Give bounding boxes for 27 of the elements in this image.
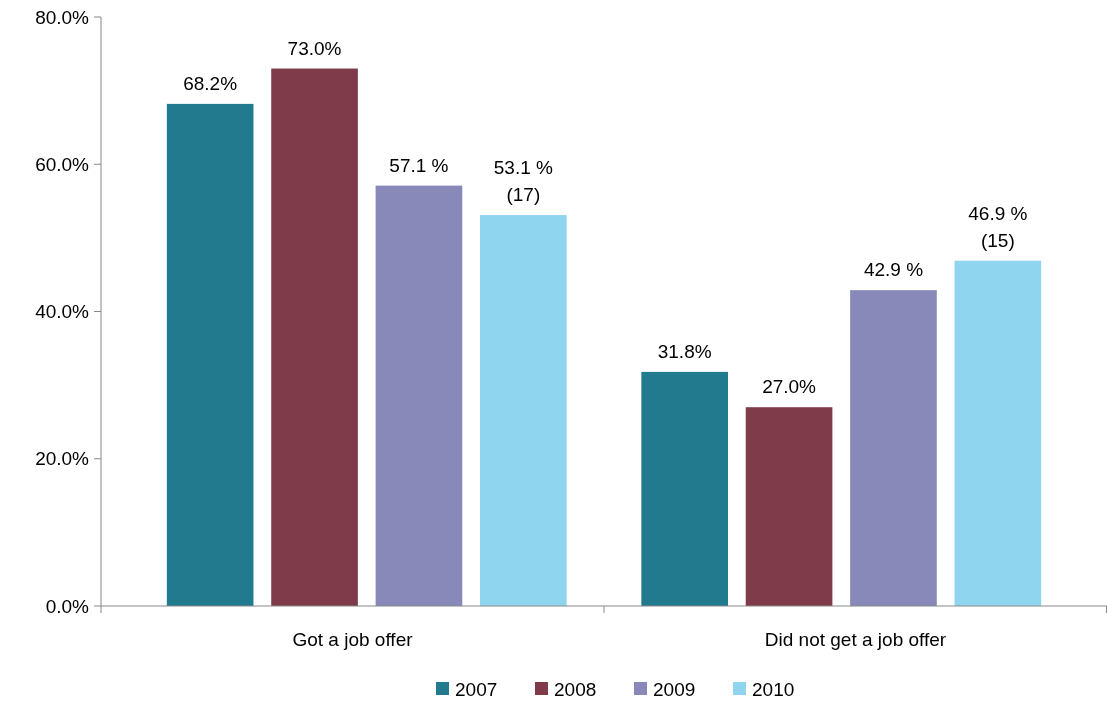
data-label: 42.9 % xyxy=(863,259,924,281)
bar xyxy=(271,68,358,606)
legend-label: 2007 xyxy=(455,679,498,700)
bar xyxy=(745,407,833,606)
data-label: 27.0% xyxy=(762,376,817,398)
y-tick-label: 20.0% xyxy=(35,448,90,470)
data-label: 57.1 % xyxy=(389,154,449,176)
bar xyxy=(166,103,254,606)
data-label: 31.8% xyxy=(657,340,712,362)
y-tick-label: 80.0% xyxy=(35,6,90,28)
y-tick-label: 0.0% xyxy=(45,595,90,617)
legend-label: 2010 xyxy=(752,679,795,700)
x-tick-label: Did not get a job offer xyxy=(764,629,947,650)
legend-label: 2009 xyxy=(653,679,696,700)
bar xyxy=(480,215,567,606)
bar xyxy=(641,371,728,606)
data-label: 53.1 % (17) xyxy=(493,157,554,206)
data-label: 73.0% xyxy=(287,37,342,59)
data-label: 46.9 % (15) xyxy=(968,202,1028,251)
data-label: 68.2% xyxy=(183,72,238,94)
bar xyxy=(850,290,937,606)
y-tick-label: 60.0% xyxy=(35,153,90,175)
legend-label: 2008 xyxy=(554,679,597,700)
bar xyxy=(375,185,463,606)
bar xyxy=(954,260,1042,606)
x-tick-label: Got a job offer xyxy=(292,629,414,650)
y-tick-label: 40.0% xyxy=(35,301,90,323)
